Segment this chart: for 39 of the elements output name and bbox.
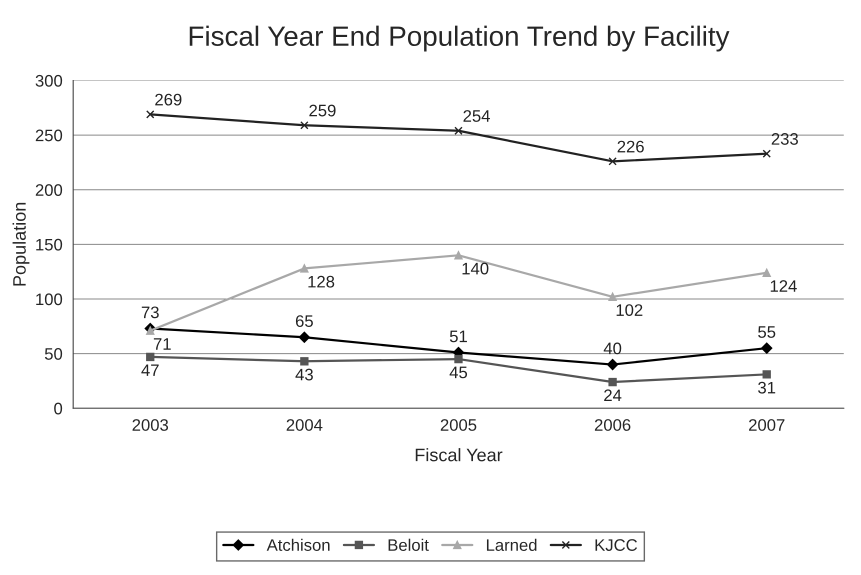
data-label: 128 (308, 276, 334, 288)
legend-label: KJCC (596, 539, 638, 551)
data-label: 47 (141, 364, 159, 376)
chart-title: Fiscal Year End Population Trend by Facility (190, 26, 730, 52)
data-label: 24 (604, 389, 622, 402)
x-tick-label: 2007 (749, 419, 784, 431)
x-tick-label: 2003 (132, 419, 168, 431)
legend-label: Beloit (388, 538, 429, 551)
data-label: 73 (142, 306, 159, 318)
x-tick-label: 2005 (440, 419, 476, 431)
data-label: 65 (296, 315, 313, 327)
data-label: 43 (295, 368, 313, 380)
data-label: 233 (772, 133, 798, 145)
y-tick-label: 150 (36, 238, 62, 251)
data-label: 31 (758, 382, 776, 394)
data-label: 226 (618, 140, 644, 152)
data-label: 254 (463, 110, 490, 122)
data-label: 269 (155, 94, 182, 106)
data-label: 140 (462, 262, 488, 274)
data-label: 102 (616, 304, 642, 316)
legend-label: Larned (486, 538, 536, 551)
legend-label: Atchison (266, 538, 330, 551)
y-tick-label: 50 (44, 348, 62, 360)
y-axis-title: Population (12, 202, 30, 286)
y-tick-label: 100 (36, 293, 62, 306)
data-label: 259 (309, 104, 336, 116)
data-label: 71 (154, 338, 171, 350)
x-tick-label: 2004 (286, 419, 322, 431)
y-tick-label: 0 (54, 402, 62, 414)
data-label: 124 (770, 280, 797, 292)
data-label: 40 (604, 342, 622, 354)
y-tick-label: 250 (36, 130, 62, 142)
data-label: 45 (450, 366, 468, 378)
data-label: 55 (758, 326, 776, 338)
y-tick-label: 300 (36, 74, 62, 87)
y-tick-label: 200 (36, 184, 62, 196)
x-tick-label: 2006 (594, 419, 630, 431)
x-axis-title: Fiscal Year (416, 448, 502, 462)
data-label: 51 (450, 330, 467, 342)
